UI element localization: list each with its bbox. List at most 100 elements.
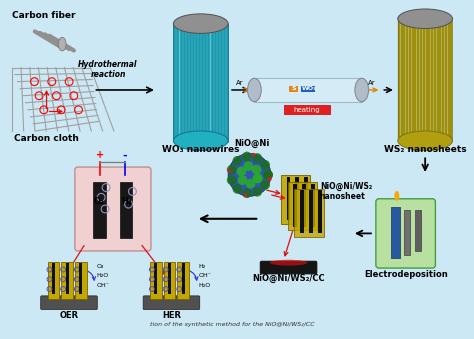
FancyBboxPatch shape	[260, 261, 317, 274]
Circle shape	[237, 175, 247, 185]
Bar	[311, 184, 315, 226]
Circle shape	[227, 165, 237, 175]
Circle shape	[227, 175, 237, 185]
Bar	[120, 182, 132, 238]
Circle shape	[252, 153, 262, 163]
Text: H₂O: H₂O	[96, 273, 109, 278]
Ellipse shape	[398, 9, 453, 28]
Bar	[168, 263, 171, 294]
Text: WO₃: WO₃	[301, 85, 317, 91]
Text: H₂: H₂	[121, 197, 132, 206]
Ellipse shape	[394, 191, 399, 201]
Bar	[294, 188, 324, 237]
Bar	[415, 210, 421, 252]
Circle shape	[260, 180, 270, 190]
Circle shape	[252, 187, 262, 197]
Bar	[61, 262, 73, 299]
Bar	[300, 191, 304, 234]
Text: OER: OER	[59, 311, 79, 320]
Circle shape	[242, 188, 252, 198]
Ellipse shape	[355, 78, 369, 102]
Bar	[398, 19, 453, 141]
Text: NiO@Ni/WS₂
nanosheet: NiO@Ni/WS₂ nanosheet	[320, 182, 372, 201]
Bar	[288, 182, 317, 231]
Bar	[391, 206, 400, 258]
Bar	[93, 182, 106, 238]
Circle shape	[252, 153, 255, 157]
Text: HER: HER	[162, 311, 181, 320]
Circle shape	[228, 154, 271, 196]
Text: Carbon fiber: Carbon fiber	[12, 11, 76, 20]
Bar	[302, 184, 306, 226]
Circle shape	[228, 169, 231, 173]
Bar	[173, 24, 228, 141]
Text: OH⁻: OH⁻	[199, 273, 212, 278]
Bar	[52, 263, 55, 294]
Text: Ar: Ar	[367, 80, 375, 86]
Bar	[155, 263, 157, 294]
Bar	[318, 191, 322, 234]
Text: Ar: Ar	[236, 80, 244, 86]
Bar	[281, 175, 310, 224]
FancyBboxPatch shape	[41, 296, 97, 310]
Circle shape	[268, 177, 272, 181]
Bar	[47, 262, 59, 299]
Ellipse shape	[58, 37, 66, 51]
Circle shape	[263, 170, 273, 180]
Circle shape	[260, 160, 270, 170]
Bar	[75, 262, 87, 299]
Ellipse shape	[247, 78, 261, 102]
Bar	[255, 78, 362, 102]
Ellipse shape	[270, 260, 307, 266]
Text: S: S	[291, 85, 296, 91]
Text: NiO@Ni/WS₂/CC: NiO@Ni/WS₂/CC	[252, 274, 325, 283]
Circle shape	[244, 193, 247, 197]
Circle shape	[242, 152, 252, 161]
Text: WS₂ nanosheets: WS₂ nanosheets	[384, 145, 466, 155]
Circle shape	[253, 174, 263, 183]
Circle shape	[263, 170, 273, 180]
Text: Hydrothermal
reaction: Hydrothermal reaction	[78, 60, 138, 79]
Text: tion of the synthetic method for the NiO@Ni/WS₂/CC: tion of the synthetic method for the NiO…	[150, 322, 314, 327]
Text: +: +	[96, 150, 104, 160]
Bar	[289, 86, 298, 92]
Bar	[309, 191, 313, 234]
Text: -: -	[122, 150, 127, 160]
Circle shape	[253, 174, 263, 183]
Bar	[304, 177, 308, 220]
Text: WO₃ nanowires: WO₃ nanowires	[162, 145, 239, 155]
FancyBboxPatch shape	[75, 167, 151, 251]
FancyBboxPatch shape	[143, 296, 200, 310]
Text: H₂: H₂	[199, 263, 206, 268]
Text: Electrodeposition: Electrodeposition	[364, 270, 447, 279]
Circle shape	[232, 156, 242, 166]
Bar	[164, 262, 175, 299]
Circle shape	[237, 166, 246, 176]
Ellipse shape	[173, 14, 228, 33]
Circle shape	[244, 161, 253, 171]
Bar	[177, 262, 189, 299]
Circle shape	[232, 184, 242, 194]
Bar	[295, 177, 299, 220]
Bar	[287, 177, 291, 220]
Bar	[79, 263, 82, 294]
Bar	[404, 210, 410, 255]
Circle shape	[246, 179, 255, 188]
Text: NiO@Ni: NiO@Ni	[234, 139, 269, 148]
Text: OH⁻: OH⁻	[96, 283, 109, 288]
Bar	[293, 184, 297, 226]
Ellipse shape	[398, 131, 453, 151]
Text: heating: heating	[294, 107, 320, 113]
Text: O₂: O₂	[96, 263, 104, 268]
Bar	[150, 262, 162, 299]
Text: Carbon cloth: Carbon cloth	[14, 134, 79, 143]
Bar	[301, 86, 315, 92]
Text: H₂O: H₂O	[199, 283, 211, 288]
Bar	[182, 263, 185, 294]
Bar	[283, 105, 330, 115]
FancyBboxPatch shape	[376, 199, 436, 268]
Circle shape	[268, 177, 272, 181]
Circle shape	[252, 165, 261, 175]
Text: O₂: O₂	[94, 197, 105, 206]
Bar	[65, 263, 69, 294]
